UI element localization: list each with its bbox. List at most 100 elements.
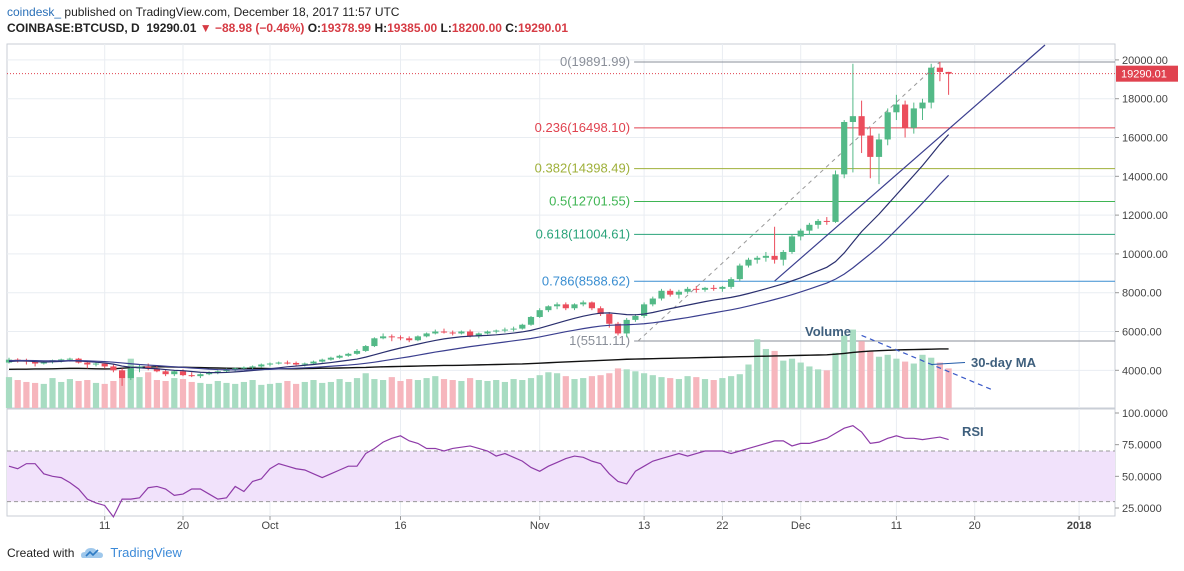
candle-body	[580, 302, 587, 305]
volume-bar	[319, 382, 326, 408]
price-tick-label: 12000.00	[1122, 210, 1168, 222]
volume-bar	[293, 383, 300, 408]
volume-trend-line	[861, 334, 993, 391]
candle-body	[849, 116, 856, 122]
volume-bar	[658, 377, 665, 408]
tradingview-brand[interactable]: TradingView	[110, 545, 182, 560]
candle-body	[928, 67, 935, 103]
volume-bar	[136, 377, 143, 408]
candle-body	[919, 102, 926, 109]
candle-body	[458, 331, 465, 334]
candle-body	[406, 338, 413, 341]
date-tick-label: 13	[638, 520, 650, 532]
candle-body	[623, 319, 630, 334]
volume-bar	[728, 376, 735, 408]
candle-body	[119, 370, 126, 379]
candle-body	[101, 363, 108, 367]
date-tick-label: 22	[716, 520, 728, 532]
date-tick-label: Nov	[530, 520, 550, 532]
volume-bar	[762, 348, 769, 408]
candle-body	[797, 230, 804, 237]
volume-bar	[815, 369, 822, 408]
volume-bar	[745, 364, 752, 408]
fib-level-label: 0.786(8588.62)	[542, 273, 630, 288]
candle-body	[754, 257, 761, 260]
volume-bar	[171, 378, 178, 408]
volume-bar	[475, 380, 482, 408]
fib-level-label: 0.236(16498.10)	[535, 120, 630, 135]
candle-body	[945, 71, 952, 74]
candle-body	[197, 374, 204, 377]
volume-bar	[858, 341, 865, 408]
price-tick-label: 10000.00	[1122, 249, 1168, 261]
candle-body	[414, 336, 421, 341]
volume-bar	[632, 371, 639, 408]
volume-bars	[5, 329, 952, 408]
volume-bar	[667, 378, 674, 408]
volume-bar	[397, 380, 404, 408]
volume-bar	[736, 374, 743, 408]
candle-body	[484, 331, 491, 334]
volume-bar	[258, 384, 265, 408]
volume-bar	[527, 378, 535, 408]
candle-body	[310, 361, 317, 364]
price-tick-label: 14000.00	[1122, 171, 1168, 183]
author-link[interactable]: coindesk_	[7, 5, 62, 19]
candle-body	[728, 279, 735, 287]
candle-body	[353, 350, 361, 354]
candle-body	[815, 220, 822, 225]
volume-bar	[884, 354, 891, 408]
candle-body	[736, 265, 743, 280]
volume-bar	[14, 380, 21, 408]
volume-bar	[701, 379, 709, 408]
volume-bar	[92, 382, 100, 408]
date-tick-label: 20	[969, 520, 981, 532]
candle-body	[867, 135, 874, 157]
candle-body	[667, 290, 674, 295]
chart-header: coindesk_ published on TradingView.com, …	[7, 4, 1177, 36]
volume-bar	[823, 370, 830, 408]
candle-body	[110, 366, 117, 371]
candle-body	[710, 287, 717, 289]
candle-body	[153, 368, 160, 372]
close-label: C:	[505, 21, 518, 35]
price-tick-label: 20000.00	[1122, 55, 1168, 67]
candle-body	[397, 337, 404, 339]
volume-bar	[5, 377, 13, 408]
candle-body	[806, 224, 813, 231]
volume-bar	[875, 356, 883, 408]
fib-level-label: 0.382(14398.49)	[535, 161, 630, 176]
axes: 20000.00 18000.00 16000.00 14000.00 12000.00…	[99, 55, 1168, 532]
candle-body	[823, 220, 830, 222]
volume-bar	[919, 354, 926, 408]
price-tick-label: 4000.00	[1122, 365, 1162, 377]
price-tick-label: 8000.00	[1122, 288, 1162, 300]
candle-body	[66, 358, 73, 360]
volume-bar	[440, 379, 448, 408]
fib-level-label: 0.5(12701.55)	[549, 194, 630, 209]
support-trendline	[774, 44, 1046, 282]
candle-body	[588, 302, 595, 309]
candle-body	[762, 255, 769, 258]
date-tick-label: Oct	[261, 520, 278, 532]
candle-body	[249, 366, 256, 368]
volume-bar	[336, 379, 343, 408]
volume-bar	[127, 358, 134, 408]
candle-body	[510, 328, 517, 330]
candle-body	[336, 355, 343, 358]
volume-bar	[710, 380, 717, 408]
volume-bar	[406, 379, 413, 408]
volume-bar	[84, 380, 91, 408]
ma30-pointer	[931, 362, 966, 365]
volume-bar	[353, 378, 361, 408]
volume-bar	[510, 379, 517, 408]
open-value: 19378.99	[321, 21, 372, 35]
candle-body	[449, 332, 456, 334]
candle-body	[362, 346, 369, 351]
volume-bar	[797, 362, 804, 408]
volume-bar	[554, 373, 561, 408]
publish-info: published on TradingView.com, December 1…	[64, 5, 400, 19]
volume-bar	[788, 358, 796, 408]
volume-bar	[327, 381, 334, 408]
